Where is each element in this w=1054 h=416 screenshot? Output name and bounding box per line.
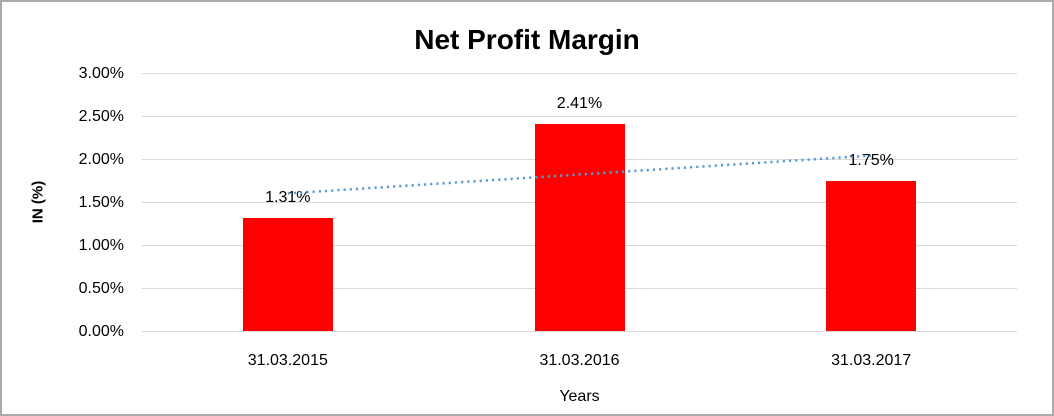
bar	[534, 123, 625, 331]
y-axis-tick-label: 1.50%	[78, 193, 124, 211]
y-axis-tick-label: 2.50%	[78, 107, 124, 125]
x-axis-tick-label: 31.03.2015	[247, 352, 328, 369]
gridline	[142, 330, 1017, 332]
x-axis-tick-label: 31.03.2017	[831, 352, 912, 369]
y-axis-tick-label: 2.00%	[78, 150, 124, 168]
chart-title: Net Profit Margin	[414, 24, 640, 55]
y-axis-tick-label: 0.00%	[78, 322, 124, 340]
bar-value-label: 1.31%	[265, 189, 311, 207]
y-axis-tick-label: 1.00%	[78, 236, 124, 254]
bar-value-label: 2.41%	[556, 94, 603, 112]
gridline	[142, 115, 1017, 117]
bar	[242, 218, 333, 331]
bar	[826, 180, 917, 331]
bar-value-label: 1.75%	[848, 151, 894, 169]
y-axis-tick-label: 3.00%	[78, 64, 124, 82]
y-axis-tick-label: 0.50%	[78, 279, 124, 297]
gridline	[142, 72, 1017, 74]
x-axis-tick-label: 31.03.2016	[539, 352, 620, 369]
x-axis-title: Years	[559, 388, 600, 405]
